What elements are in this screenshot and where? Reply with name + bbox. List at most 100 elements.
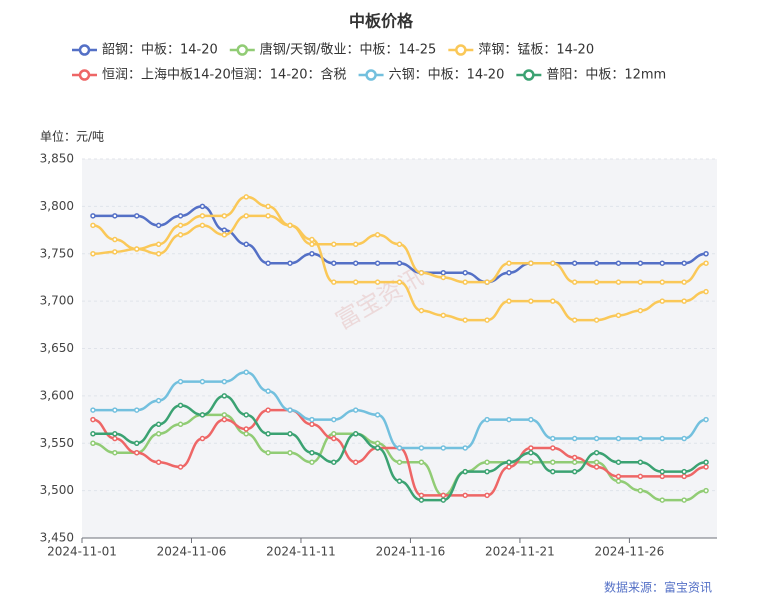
point: [199, 213, 206, 219]
point: [177, 421, 184, 428]
point: [243, 241, 249, 248]
point: [221, 378, 228, 385]
point: [615, 260, 622, 266]
point: [221, 232, 228, 238]
point: [331, 435, 337, 442]
point: [199, 412, 206, 418]
point: [615, 312, 622, 319]
point: [528, 449, 534, 456]
point: [637, 435, 644, 442]
point: [440, 445, 447, 451]
point: [571, 459, 578, 465]
point: [374, 412, 381, 418]
point: [528, 260, 534, 266]
point: [703, 288, 709, 295]
legend-label: 唐钢/天钢/敬业：中板：14-25: [260, 42, 437, 58]
point: [571, 279, 578, 285]
point: [637, 307, 644, 314]
point: [681, 298, 687, 304]
point: [615, 478, 622, 484]
point: [352, 407, 359, 413]
point: [112, 407, 118, 413]
y-tick-label: 3,500: [40, 483, 74, 497]
point: [506, 416, 512, 423]
point: [571, 435, 578, 442]
point: [703, 260, 709, 266]
point: [287, 260, 293, 266]
point: [199, 378, 206, 385]
point: [155, 421, 162, 428]
point: [637, 279, 644, 285]
point: [484, 459, 490, 465]
point: [155, 251, 162, 257]
point: [331, 279, 337, 285]
point: [418, 307, 425, 314]
x-tick-label: 2024-11-16: [376, 545, 446, 559]
point: [309, 459, 315, 465]
point: [550, 435, 556, 442]
point: [506, 464, 512, 470]
point: [440, 274, 447, 281]
point: [331, 431, 337, 437]
point: [309, 241, 315, 248]
point: [133, 407, 140, 413]
point: [177, 222, 184, 229]
point: [593, 459, 600, 465]
point: [309, 251, 315, 257]
legend-icon: [455, 44, 467, 56]
point: [243, 194, 249, 200]
point: [484, 492, 490, 499]
point: [221, 393, 228, 399]
point: [703, 459, 709, 465]
point: [506, 298, 512, 304]
point: [462, 445, 468, 451]
point: [199, 222, 206, 229]
point: [681, 497, 687, 503]
point: [221, 213, 228, 219]
point: [309, 449, 315, 456]
point: [112, 249, 118, 255]
point: [90, 222, 96, 229]
point: [352, 260, 359, 266]
y-tick-label: 3,450: [40, 531, 74, 545]
point: [484, 317, 490, 323]
point: [659, 435, 666, 442]
point: [243, 412, 249, 418]
point: [221, 416, 228, 423]
point: [593, 435, 600, 442]
point: [133, 246, 140, 252]
legend-label: 萍钢：锰板：14-20: [478, 43, 594, 58]
point: [265, 260, 271, 266]
point: [440, 497, 447, 503]
point: [528, 298, 534, 304]
unit-label: 单位：元/吨: [40, 129, 104, 144]
point: [571, 468, 578, 475]
point: [374, 445, 381, 451]
point: [331, 459, 337, 465]
point: [265, 388, 271, 394]
point: [440, 492, 447, 499]
point: [374, 279, 381, 285]
point: [681, 435, 687, 442]
legend-label: 韶钢：中板：14-20: [102, 42, 218, 58]
point: [550, 468, 556, 475]
point: [331, 241, 337, 248]
point: [703, 487, 709, 494]
point: [681, 473, 687, 480]
point: [133, 440, 140, 446]
point: [177, 402, 184, 409]
point: [396, 279, 403, 285]
point: [287, 449, 293, 456]
point: [177, 213, 184, 219]
point: [462, 468, 468, 475]
point: [593, 317, 600, 323]
point: [352, 279, 359, 285]
legend-icon: [523, 69, 535, 81]
point: [681, 260, 687, 266]
point: [484, 279, 490, 285]
point: [681, 468, 687, 475]
point: [112, 431, 118, 437]
legend-icon: [365, 69, 377, 81]
point: [550, 459, 556, 465]
y-tick-label: 3,650: [40, 341, 74, 355]
